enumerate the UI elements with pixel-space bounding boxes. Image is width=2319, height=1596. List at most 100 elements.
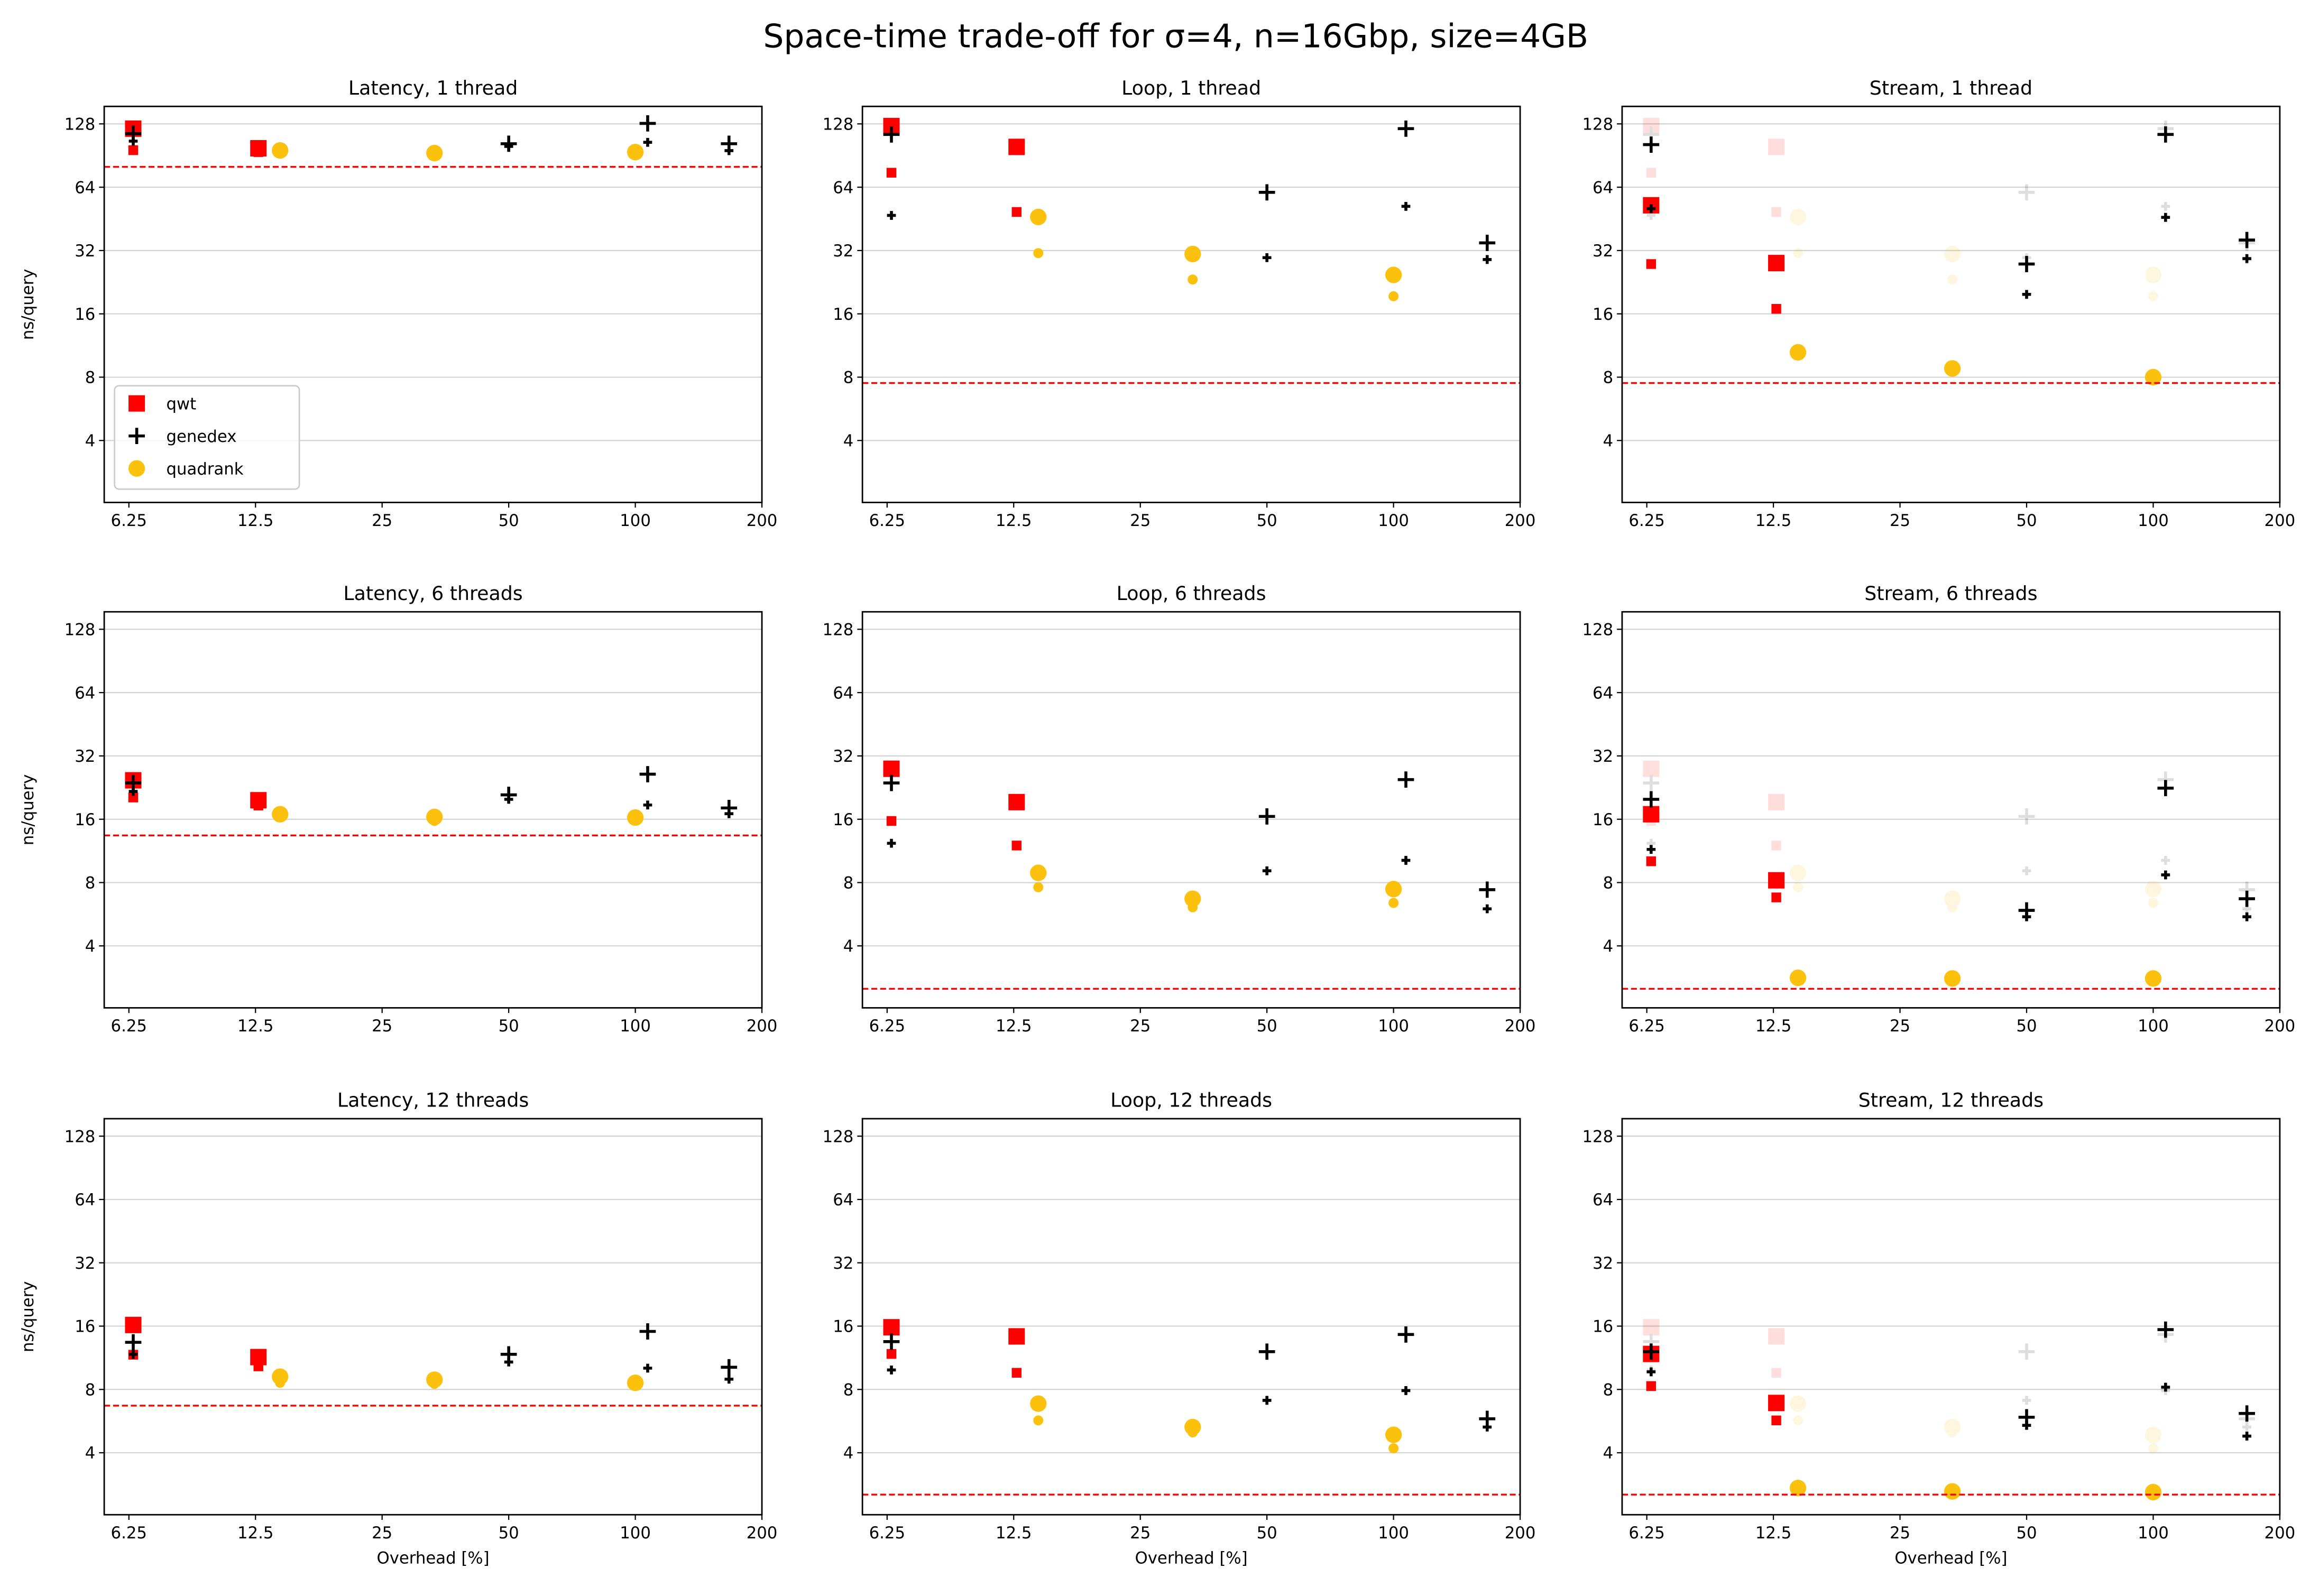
faded-genedex-point	[2018, 1343, 2035, 1360]
y-axis-label: ns/query	[19, 269, 38, 340]
x-tick-label: 25	[1890, 511, 1910, 530]
y-tick-label: 8	[85, 874, 96, 893]
x-tick-label: 50	[2016, 511, 2037, 530]
genedex-point-small	[724, 146, 734, 155]
genedex-point-large	[2239, 890, 2255, 907]
axes-frame	[1621, 105, 2281, 503]
faded-qwt-point	[1768, 794, 1785, 810]
faded-quadrank-point	[2145, 881, 2162, 898]
x-tick-label: 6.25	[1628, 511, 1664, 530]
x-tick-label: 25	[372, 1524, 392, 1543]
y-tick-label: 16	[1593, 305, 1613, 324]
quadrank-point-large	[1944, 360, 1961, 377]
axes-frame	[861, 611, 1521, 1009]
subplot-title: Latency, 1 thread	[348, 77, 518, 99]
x-tick-label: 25	[372, 511, 392, 530]
x-tick-label: 12.5	[996, 1017, 1032, 1036]
y-tick-label: 8	[85, 368, 96, 388]
quadrank-point-large	[1789, 344, 1807, 361]
series-genedex	[883, 1326, 1496, 1432]
genedex-point-large	[883, 1333, 900, 1350]
quadrank-point-small	[630, 814, 641, 825]
genedex-point-small	[1262, 866, 1272, 875]
qwt-point-small	[253, 1361, 263, 1371]
subplot-title: Stream, 1 thread	[1870, 77, 2032, 99]
qwt-point-large	[1768, 255, 1785, 272]
y-tick-label: 16	[833, 810, 853, 829]
y-tick-label: 16	[75, 810, 95, 829]
genedex-point-small	[887, 838, 896, 848]
genedex-point-small	[1262, 1396, 1272, 1405]
x-tick-label: 6.25	[1628, 1017, 1664, 1036]
faded-quadrank-point	[2148, 898, 2158, 908]
subplot-title: Loop, 6 threads	[1117, 582, 1266, 605]
legend-label-quadrank: quadrank	[167, 459, 244, 478]
faded-quadrank-point	[2145, 1426, 2162, 1443]
genedex-point-small	[1483, 904, 1492, 914]
legend-genedex-icon	[128, 428, 145, 445]
quadrank-point-large	[1030, 864, 1047, 881]
y-tick-label: 8	[1603, 874, 1614, 893]
series-quadrank	[272, 806, 644, 826]
y-tick-label: 8	[1603, 368, 1614, 388]
x-tick-label: 200	[2265, 1017, 2296, 1036]
genedex-point-small	[1262, 253, 1272, 262]
series-genedex	[125, 1323, 738, 1384]
faded-qwt-point	[1646, 168, 1657, 178]
genedex-point-large	[2018, 256, 2035, 272]
genedex-point-small	[724, 809, 734, 818]
x-tick-label: 50	[2016, 1524, 2037, 1543]
genedex-point-small	[1401, 856, 1411, 865]
y-tick-label: 64	[75, 684, 95, 703]
x-tick-label: 12.5	[237, 1017, 273, 1036]
plot-marks	[862, 760, 1521, 990]
series-quadrank	[1789, 1480, 2162, 1501]
x-tick-label: 50	[1257, 1017, 1277, 1036]
subplot-stream-12-threads: 4 8 16 32 64 128 6.25 12.5 25 50 100 200 Stream, 12 …	[1582, 1089, 2296, 1568]
genedex-point-large	[1258, 808, 1275, 825]
faded-quadrank-point	[1793, 882, 1803, 892]
genedex-point-small	[643, 1363, 652, 1373]
faded-quadrank-point	[1789, 1395, 1807, 1412]
faded-quadrank-point	[1944, 890, 1961, 907]
subplot-latency-1-thread: 4 8 16 32 64 128 6.25 12.5 25 50 100 200 Latency, 1 …	[19, 77, 777, 530]
genedex-point-large	[639, 766, 656, 782]
genedex-point-small	[2022, 290, 2031, 299]
series-qwt	[125, 120, 267, 157]
quadrank-point-large	[1944, 1483, 1961, 1500]
quadrank-point-small	[275, 1378, 286, 1388]
y-tick-label: 128	[823, 115, 854, 134]
qwt-point-large	[883, 1319, 900, 1336]
y-tick-label: 128	[65, 115, 96, 134]
x-tick-label: 6.25	[111, 1524, 147, 1543]
faded-quadrank-point	[1793, 1415, 1803, 1426]
quadrank-point-small	[1033, 882, 1044, 892]
genedex-point-small	[2242, 1432, 2251, 1441]
plot-marks	[1622, 117, 2280, 386]
qwt-point-small	[128, 145, 139, 155]
series-qwt	[125, 1316, 267, 1371]
faded-genedex-point	[2161, 201, 2170, 211]
genedex-point-large	[2239, 232, 2255, 248]
qwt-point-small	[1771, 303, 1781, 314]
faded-quadrank-point	[1947, 1427, 1958, 1437]
x-tick-label: 12.5	[237, 511, 273, 530]
x-tick-label: 50	[499, 1524, 519, 1543]
x-tick-label: 200	[747, 511, 778, 530]
x-axis-label: Overhead [%]	[1135, 1549, 1248, 1568]
genedex-point-small	[643, 800, 652, 810]
series-quadrank	[1030, 208, 1402, 301]
faded-quadrank-point	[1789, 864, 1807, 881]
genedex-point-large	[883, 774, 900, 791]
genedex-point-large	[1479, 235, 1496, 251]
qwt-point-large	[1768, 1395, 1785, 1412]
faded-quadrank-point	[2145, 266, 2162, 283]
y-tick-label: 8	[843, 1380, 854, 1399]
quadrank-point-small	[1388, 898, 1399, 908]
subplot-title: Latency, 12 threads	[337, 1089, 529, 1112]
figure-title: Space-time trade-off for σ=4, n=16Gbp, s…	[763, 17, 1588, 55]
faded-genedex-point	[2242, 1423, 2251, 1432]
faded-qwt-point	[1643, 760, 1660, 777]
qwt-point-large	[1643, 806, 1660, 823]
